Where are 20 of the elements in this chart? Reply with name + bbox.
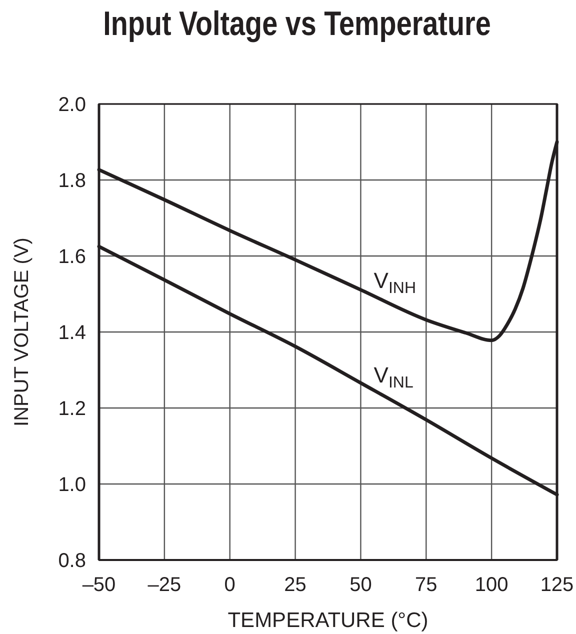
x-axis-title: TEMPERATURE (°C) [228,609,428,632]
x-tick-label: 0 [224,574,236,596]
y-tick-label: 0.8 [58,550,86,572]
x-tick-label: –50 [82,574,116,596]
series-label: V$_{INH}$ [374,268,416,297]
y-tick-label: 1.6 [58,246,86,268]
y-tick-label: 2.0 [58,94,86,116]
y-axis-title: INPUT VOLTAGE (V) [11,238,33,426]
series-label: V$_{INL}$ [374,362,414,392]
x-tick-label: 125 [540,574,574,596]
chart-title: Input Voltage vs Temperature [103,4,491,43]
x-tick-label: 50 [350,574,372,596]
y-tick-label: 1.0 [58,474,86,496]
y-tick-label: 1.4 [58,322,86,344]
x-tick-label: 25 [284,574,306,596]
y-tick-label: 1.2 [58,398,86,420]
x-tick-label: 100 [474,574,508,596]
x-tick-label: –25 [148,574,182,596]
y-tick-label: 1.8 [58,170,86,192]
x-tick-label: 75 [415,574,438,596]
